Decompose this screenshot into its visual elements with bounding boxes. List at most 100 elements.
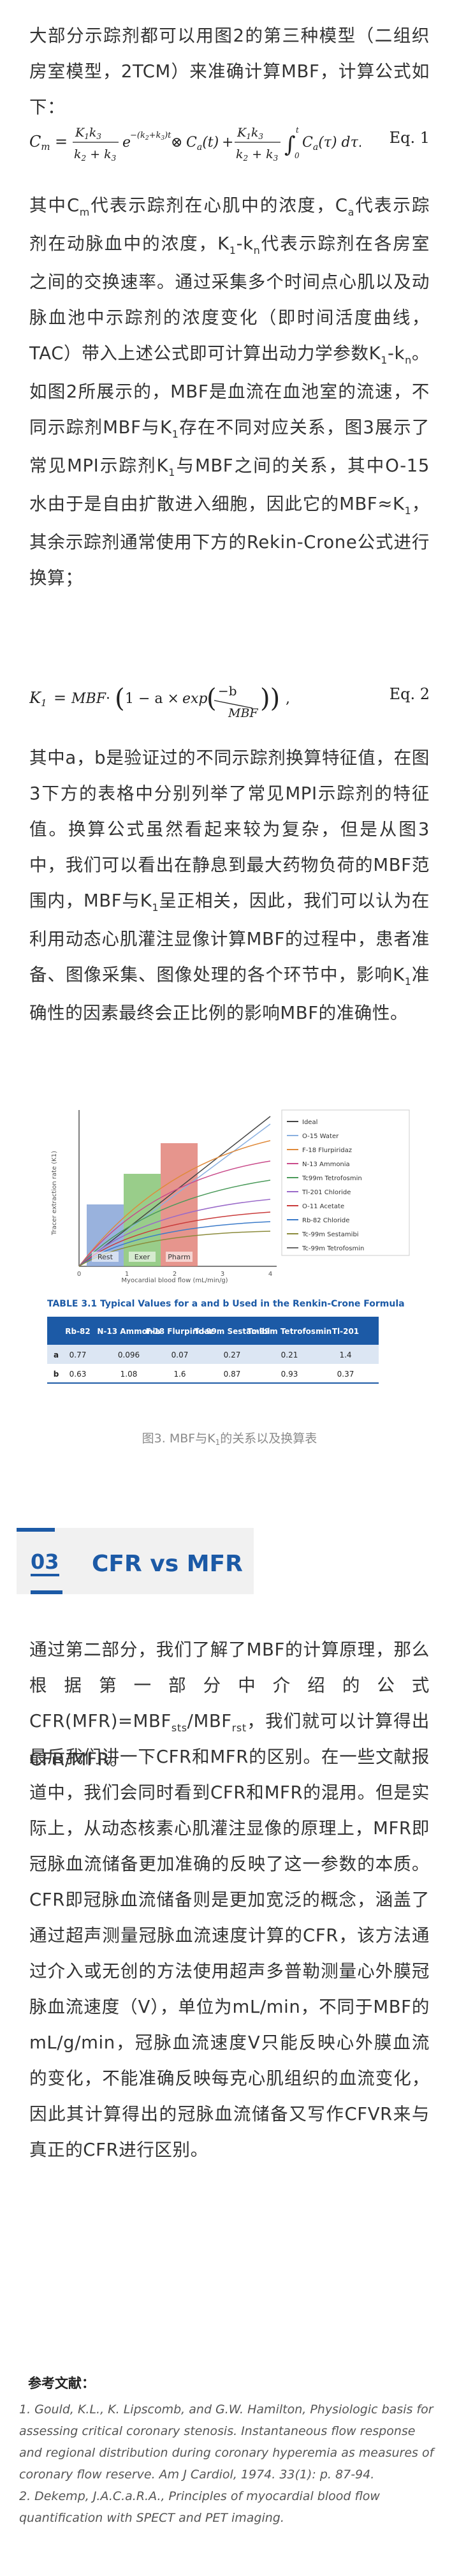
text-span: 代表示踪剂在心肌中的浓度，C	[89, 195, 348, 216]
table-cell: 0.63	[69, 1370, 87, 1379]
table-cell: 0.27	[224, 1351, 241, 1359]
svg-text:Ca(t): Ca(t)	[186, 135, 219, 152]
table-header: Tc-99m Tetrofosmin	[247, 1327, 332, 1336]
svg-text:K1: K1	[29, 689, 47, 709]
svg-text:t: t	[296, 126, 299, 135]
section-accent-bar	[17, 1528, 55, 1532]
subscript: 1	[404, 975, 412, 988]
table-cell: 1.4	[339, 1351, 351, 1359]
text-span: -k	[388, 343, 405, 364]
references: 参考文献： 1. Gould, K.L., K. Lipscomb, and G…	[19, 2373, 440, 2529]
table-cell: 0.77	[69, 1351, 87, 1359]
section-accent-bar	[31, 1590, 62, 1594]
section-number: 03	[31, 1550, 59, 1576]
subscript: 1	[404, 505, 412, 517]
svg-text:=: =	[54, 689, 66, 707]
text-span: 通过第二部分，我们了解了MBF的计算原理，那么根据第一部分中介绍的公式CFR(M…	[29, 1640, 430, 1731]
svg-text:1 − a ×: 1 − a ×	[125, 691, 179, 707]
part3-paragraph-2: 最后我们讲一下CFR和MFR的区别。在一些文献报道中，我们会同时看到CFR和MF…	[29, 1739, 430, 2168]
subscript: rst	[231, 1722, 247, 1734]
table-header: Tc-99m Sestamibi	[194, 1327, 270, 1336]
bar-label-pharm: Pharm	[168, 1253, 190, 1261]
table-cell: 0.37	[337, 1370, 354, 1379]
table-cell: 0.07	[171, 1351, 189, 1359]
legend-item: Tl-201 Chloride	[302, 1189, 351, 1196]
svg-text:K1k3: K1k3	[237, 126, 263, 141]
table-row-label: a	[54, 1351, 59, 1359]
text-span: 与MBF之间的关系，其中O-15水由于是自由扩散进入细胞，因此它的MBF≈K	[29, 455, 430, 514]
bar-label-exer: Exer	[135, 1253, 150, 1261]
part3-paragraph-1: 通过第二部分，我们了解了MBF的计算原理，那么根据第一部分中介绍的公式CFR(M…	[29, 1632, 430, 1777]
table-cell: 0.21	[281, 1351, 298, 1359]
text-span: 呈正相关，因此，我们可以认为在利用动态心肌灌注显像计算MBF的过程中，患者准备、…	[29, 891, 430, 985]
table-cell: 1.6	[173, 1370, 186, 1379]
text-span: 最后我们讲一下CFR和MFR的区别。在一些文献报道中，我们会同时看到CFR和MF…	[29, 1747, 430, 2160]
legend-item: N-13 Ammonia	[302, 1161, 350, 1168]
bar-exer	[124, 1174, 161, 1266]
table-cell: 1.08	[120, 1370, 138, 1379]
table-header: Tl-201	[332, 1327, 359, 1336]
subscript: 1	[171, 428, 179, 440]
intro-text: 大部分示踪剂都可以用图2的第三种模型（二组织房室模型，2TCM）来准确计算MBF…	[29, 26, 430, 117]
subscript: m	[79, 206, 90, 218]
legend-item: Tc-99m Tetrofosmin	[302, 1245, 364, 1252]
svg-text:0: 0	[295, 151, 300, 160]
caption-text: 图3. MBF与K	[142, 1432, 215, 1446]
intro-paragraph-1: 大部分示踪剂都可以用图2的第三种模型（二组织房室模型，2TCM）来准确计算MBF…	[29, 18, 430, 125]
text-span: 代表示踪剂在动脉血中的浓度，K	[29, 195, 430, 254]
text-span: 准确性的因素最终会正比例的影响MBF的准确性。	[29, 965, 430, 1023]
section-heading: 03 CFR vs MFR	[17, 1528, 254, 1594]
text-span: 存在不同对应关系，图3展示了常见MPI示踪剂K	[29, 417, 430, 476]
table-header: Rb-82	[65, 1327, 91, 1336]
svg-text:1: 1	[125, 1271, 129, 1278]
subscript: n	[405, 354, 412, 366]
legend-item: Tc-99m Sestamibi	[302, 1231, 359, 1238]
text-span: ，其余示踪剂通常使用下方的Rekin-Crone公式进行换算；	[29, 494, 430, 588]
svg-text:,: ,	[286, 691, 290, 707]
svg-text:⊗: ⊗	[171, 135, 182, 151]
svg-text:K1k3: K1k3	[75, 126, 101, 141]
figure-3: Tracer extraction rate (K1) Myocardial b…	[41, 1091, 426, 1410]
reference-item: 1. Gould, K.L., K. Lipscomb, and G.W. Ha…	[19, 2402, 434, 2482]
bar-label-rest: Rest	[98, 1253, 113, 1261]
legend-item: O-15 Water	[302, 1133, 339, 1140]
text-span: 。如图2所展示的，MBF是血流在血池室的流速，不同示踪剂MBF与K	[29, 343, 430, 438]
svg-text:0: 0	[77, 1271, 81, 1278]
subscript: sts	[171, 1722, 187, 1734]
svg-text:exp: exp	[182, 691, 208, 707]
table-title: TABLE 3.1 Typical Values for a and b Use…	[47, 1299, 405, 1309]
legend-item: O-11 Acetate	[302, 1203, 344, 1210]
subscript: n	[253, 244, 261, 256]
svg-text:3: 3	[221, 1271, 224, 1278]
equation-2: K1 = MBF · ( 1 − a × exp ( −b MBF )) , E…	[29, 670, 430, 727]
svg-text:=: =	[55, 133, 68, 151]
svg-text:MBF: MBF	[228, 706, 258, 720]
intro-paragraph-3: 其中a，b是验证过的不同示踪剂换算特征值，在图3下方的表格中分别列举了常见MPI…	[29, 740, 430, 1031]
references-heading: 参考文献：	[28, 2376, 95, 2391]
reference-item: 2. Dekemp, J.A.C.a.R.A., Principles of m…	[19, 2489, 380, 2525]
caption-subscript: 1	[215, 1438, 221, 1447]
table-cell: 0.096	[118, 1351, 140, 1359]
chart-xlabel: Myocardial blood flow (mL/min/g)	[121, 1277, 228, 1284]
svg-text:Cm: Cm	[29, 133, 50, 152]
text-span: /MBF	[187, 1711, 232, 1731]
text-span: 代表示踪剂在各房室之间的交换速率。通过采集多个时间点心肌以及动脉血池中示踪剂的浓…	[29, 233, 430, 364]
chart-ylabel: Tracer extraction rate (K1)	[51, 1151, 58, 1236]
legend-item: Rb-82 Chloride	[302, 1217, 349, 1224]
svg-text:MBF: MBF	[71, 691, 106, 707]
subscript: a	[347, 206, 355, 218]
svg-text:k2 + k3: k2 + k3	[236, 147, 279, 163]
legend-item: Ideal	[302, 1119, 317, 1126]
svg-text:∫: ∫	[284, 132, 296, 158]
table-cell: 0.93	[281, 1370, 298, 1379]
section-title: CFR vs MFR	[92, 1551, 243, 1577]
svg-text:(: (	[207, 684, 217, 713]
equation-1-formula: Cm = K1k3 k2 + k3 e −(k2+k3)t ⊗ Ca(t) + …	[29, 126, 363, 163]
equation-2-label: Eq. 2	[389, 685, 430, 703]
table-cell: 0.87	[224, 1370, 241, 1379]
table-header: N-13 Ammonia	[97, 1327, 160, 1336]
svg-text:−(k2+k3)t: −(k2+k3)t	[130, 131, 171, 142]
legend-item: Tc99m Tetrofosmin	[302, 1175, 362, 1182]
svg-text:2: 2	[173, 1271, 177, 1278]
